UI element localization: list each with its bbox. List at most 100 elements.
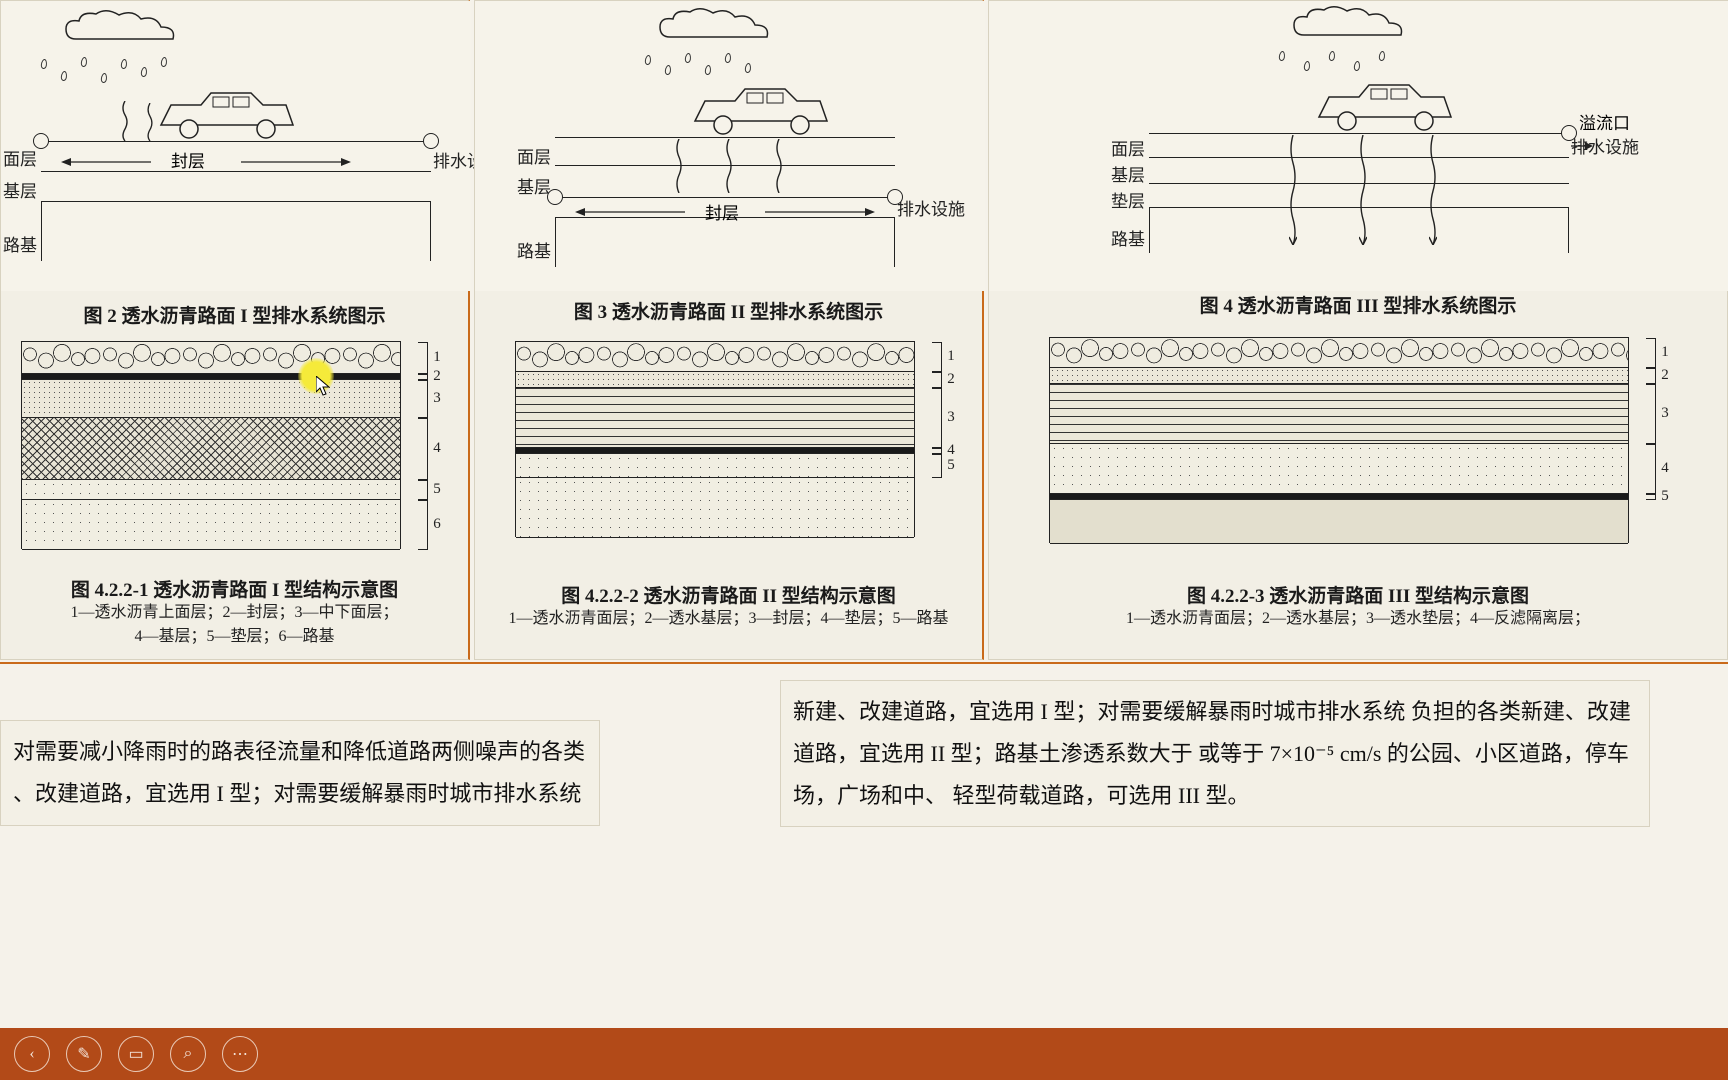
legend-struct2: 1—透水沥青面层；2—透水基层；3—封层；4—垫层；5—路基 bbox=[475, 607, 982, 631]
layer-number: 5 bbox=[944, 457, 958, 474]
infiltration-icon bbox=[1289, 135, 1297, 245]
layer-bracket bbox=[418, 342, 428, 374]
drain-icon bbox=[423, 133, 439, 149]
structure-diagram-1: 123456 bbox=[21, 341, 401, 549]
label-mianceng: 面层 bbox=[511, 143, 551, 168]
infiltration-icon bbox=[121, 101, 129, 141]
infiltration-icon bbox=[775, 139, 783, 193]
layer-number: 2 bbox=[430, 368, 444, 385]
infiltration-icon bbox=[1359, 135, 1367, 245]
label-jiceng: 基层 bbox=[1105, 161, 1145, 186]
car-icon bbox=[151, 83, 301, 143]
layer-number: 2 bbox=[944, 371, 958, 388]
drain-icon bbox=[33, 133, 49, 149]
label-yiliu: 溢流口 bbox=[1579, 109, 1639, 134]
struct-layer bbox=[516, 372, 914, 388]
scene-type2: 面层 基层 路基 封层 排水设施 bbox=[475, 1, 985, 291]
struct-layer bbox=[516, 342, 914, 372]
caption-scene3: 图 4 透水沥青路面 III 型排水系统图示 bbox=[989, 291, 1727, 318]
struct-layer bbox=[516, 454, 914, 478]
raindrop-icon bbox=[40, 59, 47, 70]
raindrop-icon bbox=[120, 59, 127, 70]
road-cross-section: 面层 基层 路基 封层 排水设施 bbox=[41, 141, 431, 261]
layer-bracket bbox=[932, 342, 942, 372]
flow-arrow-left bbox=[61, 153, 151, 161]
label-fengceng: 封层 bbox=[171, 147, 205, 172]
caption-struct3: 图 4.2.2-3 透水沥青路面 III 型结构示意图 bbox=[989, 581, 1727, 608]
raindrop-icon bbox=[160, 57, 167, 68]
caption-scene1: 图 2 透水沥青路面 I 型排水系统图示 bbox=[1, 301, 468, 328]
raindrop-icon bbox=[60, 71, 67, 82]
magnifier-icon: ⌕ bbox=[184, 1045, 193, 1063]
infiltration-icon bbox=[725, 139, 733, 193]
layer-number: 1 bbox=[944, 348, 958, 365]
raindrop-icon bbox=[744, 63, 751, 74]
layer-bracket bbox=[932, 454, 942, 478]
layer-bracket bbox=[418, 500, 428, 550]
text-block-left: 对需要减小降雨时的路表径流量和降低道路两侧噪声的各类 、改建道路，宜选用 I 型… bbox=[0, 720, 600, 826]
raindrop-icon bbox=[1303, 61, 1310, 72]
structure-diagram-3: 12345 bbox=[1049, 337, 1629, 543]
caption-scene2: 图 3 透水沥青路面 II 型排水系统图示 bbox=[475, 297, 982, 324]
layer-number: 4 bbox=[430, 440, 444, 457]
legend-struct1-l2: 4—基层；5—垫层；6—路基 bbox=[1, 625, 468, 649]
slide-canvas: 面层 基层 路基 封层 排水设施 图 2 透水沥青路面 I 型排水系统图示 12… bbox=[0, 0, 1728, 1080]
chevron-left-icon: ‹ bbox=[29, 1045, 34, 1063]
panel-type1: 面层 基层 路基 封层 排水设施 图 2 透水沥青路面 I 型排水系统图示 12… bbox=[0, 0, 470, 660]
raindrop-icon bbox=[80, 57, 87, 68]
struct-layer bbox=[1050, 368, 1628, 384]
raindrop-icon bbox=[724, 53, 731, 64]
struct-layer bbox=[1050, 338, 1628, 368]
structure-diagram-2: 12345 bbox=[515, 341, 915, 537]
pen-tool-button[interactable]: ✎ bbox=[66, 1036, 102, 1072]
infiltration-icon bbox=[1429, 135, 1437, 245]
layer-number: 5 bbox=[430, 481, 444, 498]
panel-type2: 面层 基层 路基 封层 排水设施 图 3 透水沥青路面 II 型排水系统图示 1… bbox=[474, 0, 984, 660]
raindrop-icon bbox=[644, 55, 651, 66]
label-dianceng: 垫层 bbox=[1105, 187, 1145, 212]
present-icon: ▭ bbox=[128, 1044, 143, 1064]
car-icon bbox=[1309, 75, 1459, 135]
caption-struct2: 图 4.2.2-2 透水沥青路面 II 型结构示意图 bbox=[475, 581, 982, 608]
label-luji: 路基 bbox=[0, 231, 37, 256]
presentation-view-button[interactable]: ▭ bbox=[118, 1036, 154, 1072]
struct-layer bbox=[22, 380, 400, 418]
raindrop-icon bbox=[1378, 51, 1385, 62]
raindrop-icon bbox=[684, 53, 691, 64]
text-right: 新建、改建道路，宜选用 I 型；对需要缓解暴雨时城市排水系统 负担的各类新建、改… bbox=[793, 699, 1631, 808]
infiltration-icon bbox=[675, 139, 683, 193]
drain-icon bbox=[547, 189, 563, 205]
flow-arrow-right bbox=[241, 153, 351, 161]
flow-arrow-right bbox=[765, 203, 875, 211]
car-icon bbox=[685, 79, 835, 139]
text-block-right: 新建、改建道路，宜选用 I 型；对需要缓解暴雨时城市排水系统 负担的各类新建、改… bbox=[780, 680, 1650, 827]
layer-bracket bbox=[1646, 494, 1656, 500]
prev-slide-button[interactable]: ‹ bbox=[14, 1036, 50, 1072]
layer-bracket bbox=[1646, 444, 1656, 494]
scene-type3: 面层 基层 垫层 路基 溢流口 排水设施 bbox=[989, 1, 1728, 291]
label-fengceng: 封层 bbox=[705, 199, 739, 224]
zoom-button[interactable]: ⌕ bbox=[170, 1036, 206, 1072]
layer-number: 6 bbox=[430, 516, 444, 533]
layer-number: 2 bbox=[1658, 367, 1672, 384]
label-luji: 路基 bbox=[1105, 225, 1145, 250]
flow-arrow-left bbox=[575, 203, 685, 211]
layer-number: 1 bbox=[1658, 344, 1672, 361]
cloud-icon bbox=[1289, 5, 1409, 45]
layer-bracket bbox=[1646, 384, 1656, 444]
more-options-button[interactable]: ⋯ bbox=[222, 1036, 258, 1072]
struct-layer bbox=[516, 388, 914, 448]
drain-icon bbox=[887, 189, 903, 205]
layer-bracket bbox=[932, 388, 942, 448]
layer-number: 3 bbox=[430, 390, 444, 407]
legend-struct3: 1—透水沥青面层；2—透水基层；3—透水垫层；4—反滤隔离层； bbox=[989, 607, 1727, 631]
pen-icon: ✎ bbox=[77, 1044, 90, 1064]
layer-number: 5 bbox=[1658, 488, 1672, 505]
layer-bracket bbox=[1646, 368, 1656, 384]
label-mianceng: 面层 bbox=[1105, 135, 1145, 160]
road-cross-section: 面层 基层 路基 封层 排水设施 bbox=[555, 137, 895, 267]
layer-bracket bbox=[418, 418, 428, 480]
struct-layer bbox=[22, 500, 400, 550]
label-luji: 路基 bbox=[511, 237, 551, 262]
layer-number: 3 bbox=[1658, 405, 1672, 422]
